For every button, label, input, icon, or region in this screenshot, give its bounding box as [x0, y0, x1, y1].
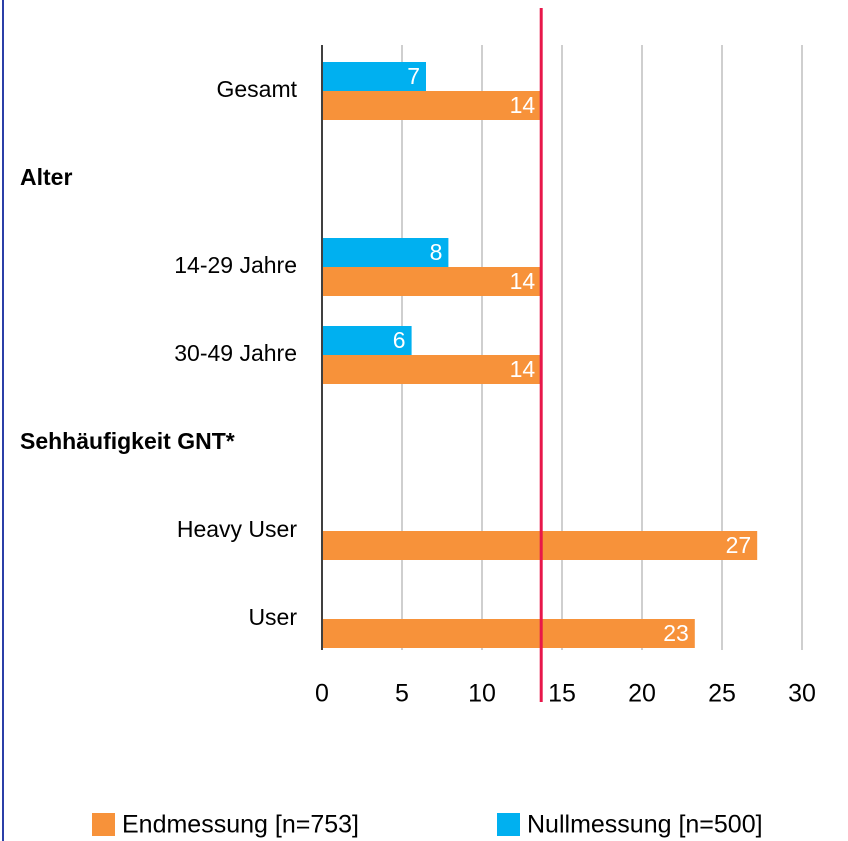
- data-label: 14: [510, 356, 536, 382]
- bar: [323, 62, 426, 91]
- group-header: Sehhäufigkeit GNT*: [20, 428, 235, 454]
- y-tick-label: 14-29 Jahre: [174, 252, 297, 278]
- data-label: 14: [510, 268, 536, 294]
- data-label: 23: [663, 620, 689, 646]
- x-tick-label: 20: [628, 680, 656, 708]
- x-tick-label: 5: [395, 680, 409, 708]
- x-tick-label: 30: [788, 680, 816, 708]
- legend-label: Nullmessung [n=500]: [527, 811, 763, 839]
- y-tick-label: Gesamt: [216, 76, 297, 102]
- data-label: 6: [393, 327, 406, 353]
- legend-label: Endmessung [n=753]: [122, 811, 359, 839]
- x-tick-label: 0: [315, 680, 329, 708]
- data-label: 7: [407, 63, 420, 89]
- bar: [323, 619, 695, 648]
- legend-swatch: [497, 813, 520, 836]
- data-label: 8: [430, 239, 443, 265]
- group-header: Alter: [20, 164, 72, 190]
- x-tick-label: 10: [468, 680, 496, 708]
- y-tick-label: User: [248, 604, 297, 630]
- data-label: 14: [510, 92, 536, 118]
- bar: [323, 238, 449, 267]
- bar: [323, 91, 542, 120]
- bar: [323, 326, 412, 355]
- y-tick-label: Heavy User: [177, 516, 297, 542]
- data-label: 27: [726, 532, 752, 558]
- x-tick-label: 25: [708, 680, 736, 708]
- legend-swatch: [92, 813, 115, 836]
- bar: [323, 355, 542, 384]
- x-tick-label: 15: [548, 680, 576, 708]
- bar: [323, 267, 542, 296]
- y-tick-label: 30-49 Jahre: [174, 340, 297, 366]
